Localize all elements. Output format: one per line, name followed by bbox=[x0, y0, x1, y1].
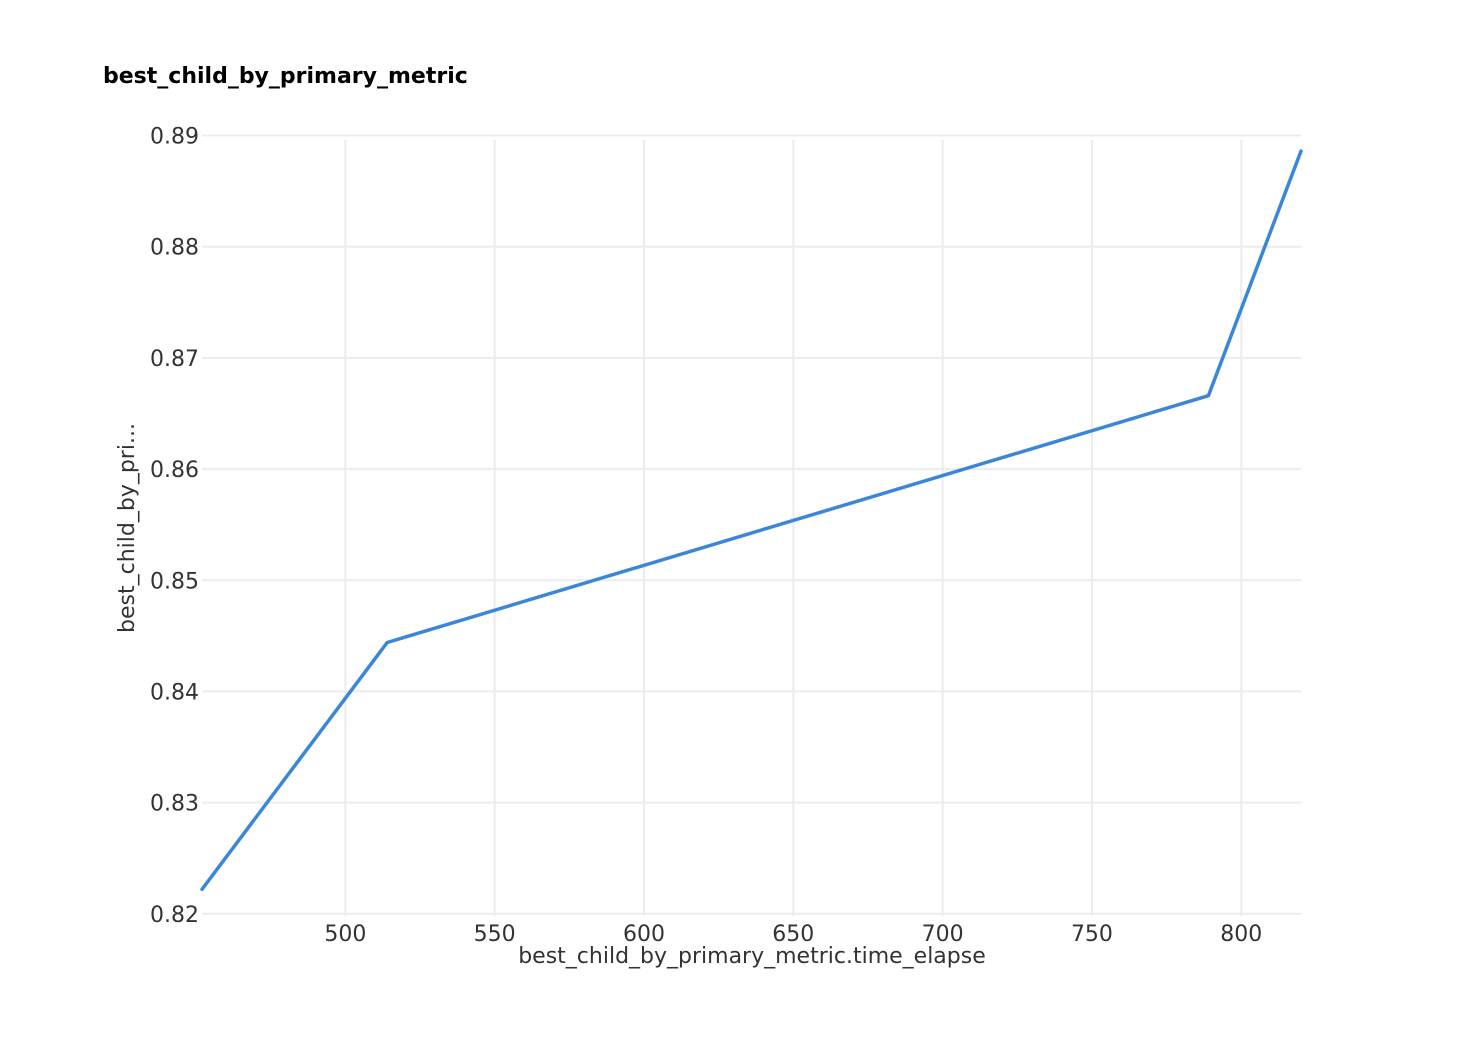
series-group bbox=[200, 149, 1303, 892]
x-tick-label: 500 bbox=[324, 922, 366, 947]
y-axis-ticks: 0.82 0.83 0.84 0.85 0.86 0.87 0.88 0.89 bbox=[150, 125, 199, 928]
vertical-gridlines bbox=[344, 140, 1243, 916]
series-line bbox=[200, 149, 1303, 892]
chart-title: best_child_by_primary_metric bbox=[103, 64, 468, 89]
y-tick-label: 0.87 bbox=[150, 347, 199, 372]
x-tick-label: 750 bbox=[1071, 922, 1113, 947]
y-tick-label: 0.88 bbox=[150, 236, 199, 261]
x-tick-label: 650 bbox=[772, 922, 814, 947]
x-axis-title: best_child_by_primary_metric.time_elapse bbox=[518, 944, 986, 969]
horizontal-gridlines bbox=[202, 134, 1301, 915]
x-axis-ticks: 500 550 600 650 700 750 800 bbox=[324, 922, 1262, 947]
y-tick-label: 0.86 bbox=[150, 458, 199, 483]
x-tick-label: 550 bbox=[474, 922, 516, 947]
x-tick-label: 600 bbox=[623, 922, 665, 947]
y-tick-label: 0.82 bbox=[150, 903, 199, 928]
x-tick-label: 700 bbox=[922, 922, 964, 947]
y-tick-label: 0.85 bbox=[150, 569, 199, 594]
y-tick-label: 0.89 bbox=[150, 125, 199, 150]
y-tick-label: 0.84 bbox=[150, 680, 199, 705]
x-tick-label: 800 bbox=[1220, 922, 1262, 947]
y-tick-label: 0.83 bbox=[150, 792, 199, 817]
y-axis-title: best_child_by_pri... bbox=[115, 423, 140, 633]
